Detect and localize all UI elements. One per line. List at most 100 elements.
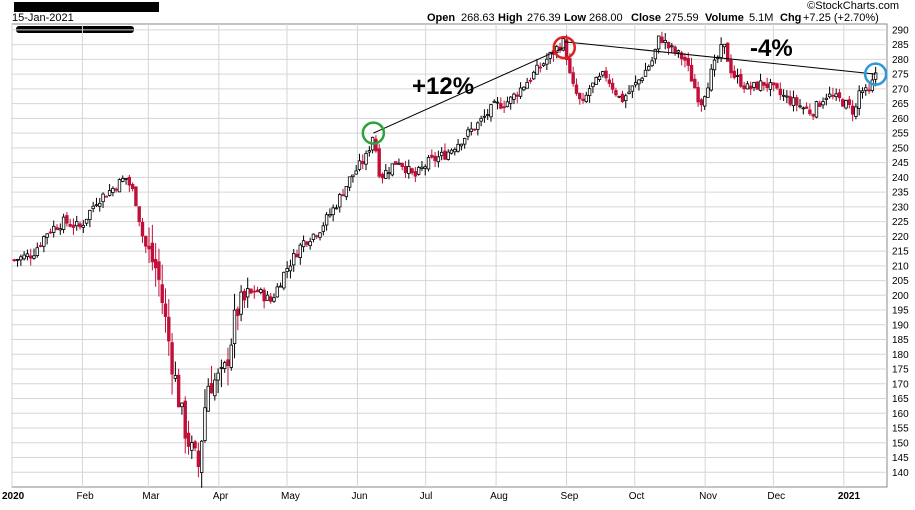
candle-body xyxy=(778,88,782,96)
y-tick-label: 275 xyxy=(892,70,909,81)
candle-body xyxy=(541,63,546,67)
candle-body xyxy=(834,93,838,98)
candle-body xyxy=(213,379,217,397)
candle-body xyxy=(758,80,763,91)
y-tick-label: 265 xyxy=(892,99,909,110)
candle-body xyxy=(252,290,256,293)
candle-body xyxy=(742,85,746,90)
candle-body xyxy=(173,375,178,379)
candle-body xyxy=(288,265,293,272)
candle-body xyxy=(384,170,388,179)
header-high-value: 276.39 xyxy=(527,12,561,24)
candle-body xyxy=(338,194,342,208)
candle-body xyxy=(163,303,168,317)
candle-body xyxy=(545,58,549,65)
candle-body xyxy=(45,233,49,238)
candle-body xyxy=(808,109,812,115)
candle-body xyxy=(75,221,79,227)
candle-body xyxy=(157,261,161,280)
candle-body xyxy=(292,252,296,266)
candle-body xyxy=(857,90,861,109)
candle-body xyxy=(689,64,694,82)
candle-body xyxy=(765,83,769,88)
candle-body xyxy=(850,105,855,115)
candle-body xyxy=(433,155,437,162)
candle-body xyxy=(627,91,631,94)
candle-body xyxy=(656,35,661,50)
header-low-value: 268.00 xyxy=(589,12,623,24)
candle-body xyxy=(581,98,585,101)
candle-body xyxy=(772,82,776,86)
candle-body xyxy=(160,284,164,303)
candle-body xyxy=(341,194,345,197)
y-tick-label: 240 xyxy=(892,173,909,184)
candle-body xyxy=(101,193,105,203)
candle-body xyxy=(515,94,519,97)
candle-body xyxy=(121,178,125,182)
candle-body xyxy=(571,72,575,84)
candle-body xyxy=(144,235,148,247)
candle-body xyxy=(308,241,312,247)
candle-body xyxy=(594,76,598,85)
candle-body xyxy=(555,46,559,53)
candle-body xyxy=(725,42,730,62)
candle-body xyxy=(65,215,69,224)
candle-body xyxy=(791,97,796,107)
candle-body xyxy=(98,202,102,207)
candle-body xyxy=(245,288,250,298)
candle-body xyxy=(607,79,612,84)
candle-body xyxy=(282,271,286,289)
candle-body xyxy=(315,235,319,238)
candle-body xyxy=(232,309,237,345)
candle-body xyxy=(873,72,878,80)
candle-body xyxy=(502,106,506,109)
y-tick-label: 200 xyxy=(892,291,909,302)
candle-body xyxy=(334,207,339,210)
header-low-label: Low xyxy=(564,12,586,24)
candle-body xyxy=(347,176,352,188)
candle-body xyxy=(397,162,401,165)
candle-body xyxy=(305,241,309,245)
candle-body xyxy=(509,96,513,104)
candle-body xyxy=(785,95,789,98)
candle-body xyxy=(630,85,635,92)
candle-body xyxy=(58,228,62,231)
candle-body xyxy=(61,216,66,230)
candle-body xyxy=(167,316,171,342)
candle-body xyxy=(183,400,187,439)
candle-body xyxy=(775,83,779,89)
candle-body xyxy=(459,143,464,147)
candle-body xyxy=(597,75,602,80)
candle-body xyxy=(489,104,493,118)
candle-body xyxy=(844,100,848,109)
header-date: 15-Jan-2021 xyxy=(12,12,74,24)
candle-body xyxy=(693,78,697,89)
candle-body xyxy=(15,259,20,261)
candle-body xyxy=(676,50,681,53)
candle-body xyxy=(749,85,753,90)
candle-body xyxy=(864,87,868,91)
candle-body xyxy=(186,432,191,447)
y-tick-label: 215 xyxy=(892,247,909,258)
candle-body xyxy=(380,173,385,179)
candle-body xyxy=(485,114,490,116)
candle-body xyxy=(55,227,59,230)
marker-end-circle xyxy=(863,62,888,86)
y-tick-label: 220 xyxy=(892,232,909,243)
candle-body xyxy=(269,296,273,302)
candle-body xyxy=(236,308,240,316)
x-tick-label: Feb xyxy=(76,491,94,502)
x-tick-label: Aug xyxy=(490,491,508,502)
candle-body xyxy=(219,367,224,369)
y-tick-label: 230 xyxy=(892,202,909,213)
candle-body xyxy=(699,99,704,106)
candle-body xyxy=(482,115,487,118)
x-axis: 2020 Feb Mar Apr May Jun Jul Aug Sep Oct Nov Dec 202… xyxy=(2,491,861,502)
candle-body xyxy=(420,166,424,169)
candle-body xyxy=(361,161,365,165)
y-tick-label: 160 xyxy=(892,409,909,420)
candle-body xyxy=(377,148,381,177)
candle-body xyxy=(522,86,526,91)
candle-body xyxy=(193,441,197,449)
candle-body xyxy=(472,128,477,131)
